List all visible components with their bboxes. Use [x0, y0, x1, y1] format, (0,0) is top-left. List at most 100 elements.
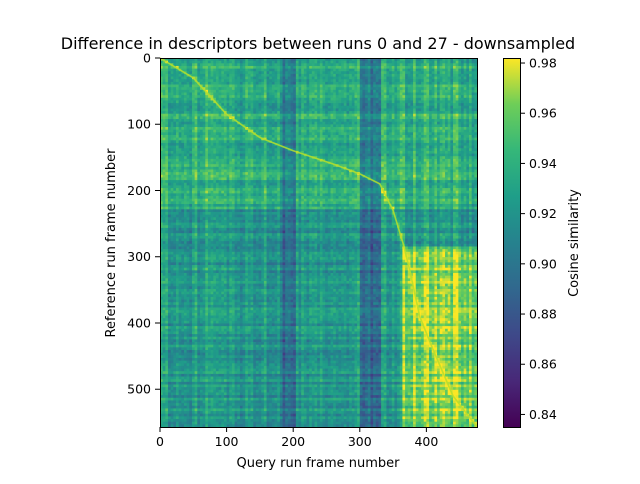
heatmap-cell: [359, 84, 363, 88]
heatmap-cell: [226, 145, 230, 149]
heatmap-cell: [421, 119, 425, 123]
heatmap-cell: [362, 60, 366, 64]
heatmap-cell: [303, 71, 307, 75]
heatmap-cell: [386, 65, 390, 70]
heatmap-cell: [282, 150, 286, 154]
heatmap-cell: [327, 119, 331, 123]
heatmap-cell: [327, 103, 331, 107]
heatmap-cell: [455, 95, 459, 99]
heatmap-cell: [335, 119, 339, 123]
heatmap-cell: [226, 158, 230, 162]
heatmap-cell: [349, 63, 353, 67]
heatmap-cell: [202, 89, 206, 93]
heatmap-cell: [287, 95, 291, 99]
heatmap-cell: [269, 121, 273, 125]
heatmap-cell: [429, 145, 433, 149]
heatmap-cell: [357, 58, 361, 62]
heatmap-cell: [461, 65, 465, 70]
heatmap-cell: [346, 153, 350, 157]
heatmap-cell: [160, 84, 164, 88]
heatmap-cell: [386, 132, 390, 136]
heatmap-cell: [239, 148, 243, 152]
heatmap-cell: [274, 87, 278, 91]
heatmap-cell: [178, 113, 182, 117]
heatmap-cell: [469, 121, 473, 125]
heatmap-cell: [434, 100, 438, 104]
heatmap-cell: [181, 134, 185, 139]
heatmap-cell: [181, 127, 185, 131]
heatmap-cell: [351, 89, 355, 93]
heatmap-cell: [389, 119, 393, 123]
heatmap-cell: [381, 100, 385, 104]
heatmap-cell: [346, 65, 350, 70]
heatmap-cell: [306, 100, 310, 104]
heatmap-cell: [223, 105, 227, 109]
heatmap-cell: [231, 73, 235, 77]
heatmap-cell: [399, 73, 403, 77]
heatmap-cell: [445, 134, 449, 139]
heatmap-cell: [194, 111, 198, 115]
heatmap-cell: [205, 161, 209, 165]
heatmap-cell: [357, 100, 361, 104]
heatmap-cell: [269, 164, 273, 168]
heatmap-cell: [341, 113, 345, 117]
heatmap-cell: [378, 111, 382, 115]
heatmap-cell: [335, 142, 339, 146]
heatmap-cell: [351, 76, 355, 80]
heatmap-cell: [165, 161, 169, 165]
heatmap-cell: [293, 132, 297, 136]
heatmap-cell: [205, 127, 209, 131]
heatmap-cell: [247, 60, 251, 64]
heatmap-cell: [279, 84, 283, 88]
heatmap-cell: [407, 137, 411, 141]
heatmap-cell: [463, 127, 467, 131]
heatmap-cell: [250, 105, 254, 109]
heatmap-cell: [431, 134, 435, 139]
heatmap-cell: [167, 113, 172, 117]
heatmap-cell: [165, 153, 169, 157]
heatmap-cell: [397, 127, 401, 131]
heatmap-cell: [399, 161, 403, 165]
heatmap-cell: [415, 84, 419, 88]
heatmap-cell: [207, 132, 212, 136]
heatmap-cell: [213, 137, 217, 141]
heatmap-cell: [253, 116, 257, 120]
heatmap-cell: [397, 156, 401, 160]
heatmap-cell: [170, 108, 174, 112]
heatmap-cell: [298, 84, 302, 88]
heatmap-cell: [338, 124, 342, 128]
heatmap-cell: [418, 81, 422, 85]
heatmap-cell: [247, 127, 251, 131]
heatmap-cell: [239, 87, 243, 91]
heatmap-cell: [295, 79, 299, 83]
heatmap-cell: [231, 60, 235, 64]
heatmap-cell: [194, 105, 198, 109]
heatmap-cell: [367, 79, 371, 83]
heatmap-cell: [367, 68, 371, 72]
heatmap-cell: [474, 89, 478, 93]
heatmap-cell: [453, 145, 457, 149]
heatmap-cell: [407, 71, 411, 75]
heatmap-cell: [325, 73, 329, 77]
heatmap-cell: [223, 124, 227, 128]
heatmap-cell: [314, 81, 318, 85]
heatmap-cell: [253, 79, 257, 83]
heatmap-cell: [319, 108, 323, 112]
heatmap-cell: [373, 58, 377, 62]
heatmap-cell: [237, 156, 241, 160]
heatmap-cell: [474, 100, 478, 104]
heatmap-cell: [343, 71, 347, 75]
heatmap-cell: [322, 164, 326, 168]
heatmap-cell: [410, 65, 414, 70]
heatmap-cell: [418, 76, 422, 80]
heatmap-cell: [394, 113, 398, 117]
heatmap-cell: [303, 60, 307, 64]
heatmap-cell: [418, 58, 422, 62]
heatmap-cell: [453, 148, 457, 152]
heatmap-cell: [314, 87, 318, 91]
heatmap-cell: [386, 129, 390, 133]
heatmap-cell: [301, 121, 305, 125]
heatmap-cell: [231, 132, 235, 136]
heatmap-cell: [271, 119, 275, 123]
heatmap-cell: [351, 79, 355, 83]
